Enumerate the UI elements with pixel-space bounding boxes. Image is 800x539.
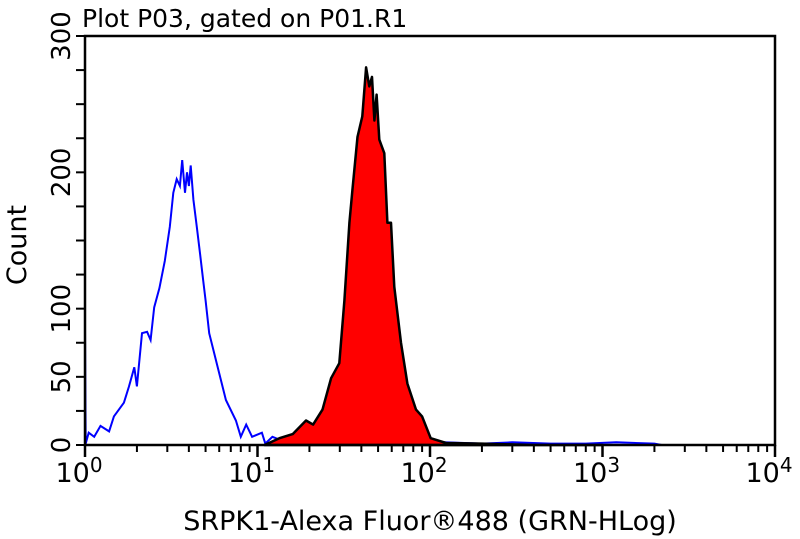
x-axis-label: SRPK1-Alexa Fluor®488 (GRN-HLog) — [183, 506, 677, 537]
axes-layer: 100 101 102 103 104 0 50 100 200 300 — [47, 11, 793, 489]
x-tick-label: 103 — [573, 453, 620, 489]
series-layer — [84, 66, 685, 447]
x-tick-label: 104 — [745, 453, 792, 489]
x-tick-label: 101 — [228, 453, 275, 489]
y-axis-label: Count — [2, 205, 33, 285]
x-tick-label: 100 — [55, 453, 102, 489]
plot-frame — [83, 34, 777, 447]
y-tick-label: 50 — [47, 360, 77, 393]
series-1-filled-histogram — [263, 66, 604, 447]
plot-area: 100 101 102 103 104 0 50 100 200 300 — [47, 11, 793, 489]
y-tick-label: 0 — [47, 437, 77, 454]
y-tick-label: 200 — [47, 148, 77, 198]
y-tick-label: 100 — [47, 284, 77, 334]
x-tick-label: 102 — [400, 453, 447, 489]
chart-title: Plot P03, gated on P01.R1 — [82, 4, 407, 33]
y-tick-label: 300 — [47, 11, 77, 61]
